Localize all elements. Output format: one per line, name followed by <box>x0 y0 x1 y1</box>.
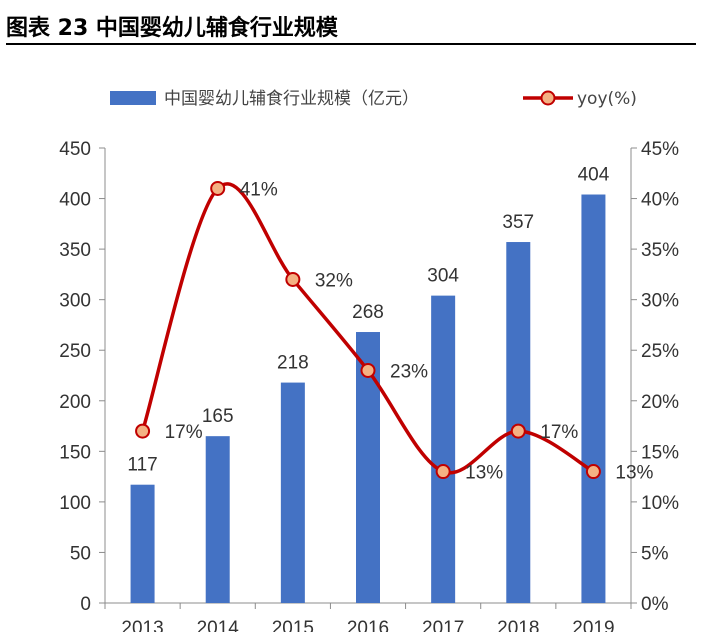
legend-bar-swatch <box>110 91 156 105</box>
yoy-data-label: 23% <box>390 361 428 382</box>
left-axis-tick-label: 100 <box>59 493 91 514</box>
right-axis-tick-label: 5% <box>641 543 669 564</box>
yoy-data-label: 41% <box>240 179 278 200</box>
yoy-marker <box>510 423 526 439</box>
right-axis-tick-label: 40% <box>641 190 679 211</box>
bar <box>581 194 606 603</box>
bar <box>431 295 456 603</box>
x-axis-tick-label: 2013 <box>121 618 163 632</box>
bar-data-label: 304 <box>427 266 459 287</box>
x-axis-tick-label: 2019 <box>572 618 614 632</box>
x-axis-tick-label: 2014 <box>197 618 240 632</box>
bar-data-label: 117 <box>127 455 157 476</box>
bar-data-label: 357 <box>502 212 534 233</box>
left-axis-tick-label: 50 <box>70 543 91 564</box>
yoy-data-label: 13% <box>465 463 503 484</box>
x-axis-tick-label: 2017 <box>422 618 464 632</box>
left-axis-tick-label: 150 <box>59 442 91 463</box>
yoy-line <box>140 182 595 475</box>
right-axis-tick-label: 15% <box>641 442 679 463</box>
title-rule <box>6 43 696 45</box>
left-axis-tick-label: 350 <box>59 240 91 261</box>
yoy-marker <box>210 180 226 196</box>
right-axis-tick-label: 10% <box>641 493 679 514</box>
bar <box>506 242 531 604</box>
figure-header: 图表 23 中国婴幼儿辅食行业规模 <box>0 0 702 45</box>
left-axis-tick-label: 450 <box>59 139 91 160</box>
bar-data-label: 404 <box>578 165 610 186</box>
left-axis-tick-label: 300 <box>59 291 91 312</box>
right-axis-tick-label: 25% <box>641 341 679 362</box>
right-axis-tick-label: 0% <box>641 594 669 615</box>
bar <box>205 436 230 603</box>
yoy-marker <box>585 464 601 480</box>
yoy-data-label: 17% <box>540 422 578 443</box>
right-axis-tick-label: 35% <box>641 240 679 261</box>
yoy-marker <box>435 464 451 480</box>
left-axis-tick-label: 250 <box>59 341 91 362</box>
left-axis-tick-label: 0 <box>80 594 91 615</box>
x-axis-tick-label: 2016 <box>347 618 389 632</box>
right-axis-tick-label: 30% <box>641 291 679 312</box>
legend-bar-label: 中国婴幼儿辅食行业规模（亿元） <box>164 89 419 109</box>
bar <box>130 484 155 603</box>
left-axis-tick-label: 200 <box>59 392 91 413</box>
x-axis-tick-label: 2015 <box>272 618 314 632</box>
yoy-marker <box>360 362 376 378</box>
right-axis-tick-label: 45% <box>641 139 679 160</box>
bar-data-label: 268 <box>352 302 384 323</box>
bar-data-label: 165 <box>202 406 234 427</box>
yoy-data-label: 32% <box>315 270 353 291</box>
yoy-marker <box>285 271 301 287</box>
bar-data-label: 218 <box>277 353 309 374</box>
figure-title: 图表 23 中国婴幼儿辅食行业规模 <box>6 16 338 41</box>
left-axis-tick-label: 400 <box>59 190 91 211</box>
bar <box>280 382 305 603</box>
yoy-marker <box>135 423 151 439</box>
legend-line-label: yoy(%) <box>577 89 637 109</box>
yoy-data-label: 17% <box>165 422 203 443</box>
right-axis-tick-label: 20% <box>641 392 679 413</box>
x-axis-tick-label: 2018 <box>497 618 539 632</box>
yoy-data-label: 13% <box>615 463 653 484</box>
legend-line-marker <box>540 90 556 106</box>
